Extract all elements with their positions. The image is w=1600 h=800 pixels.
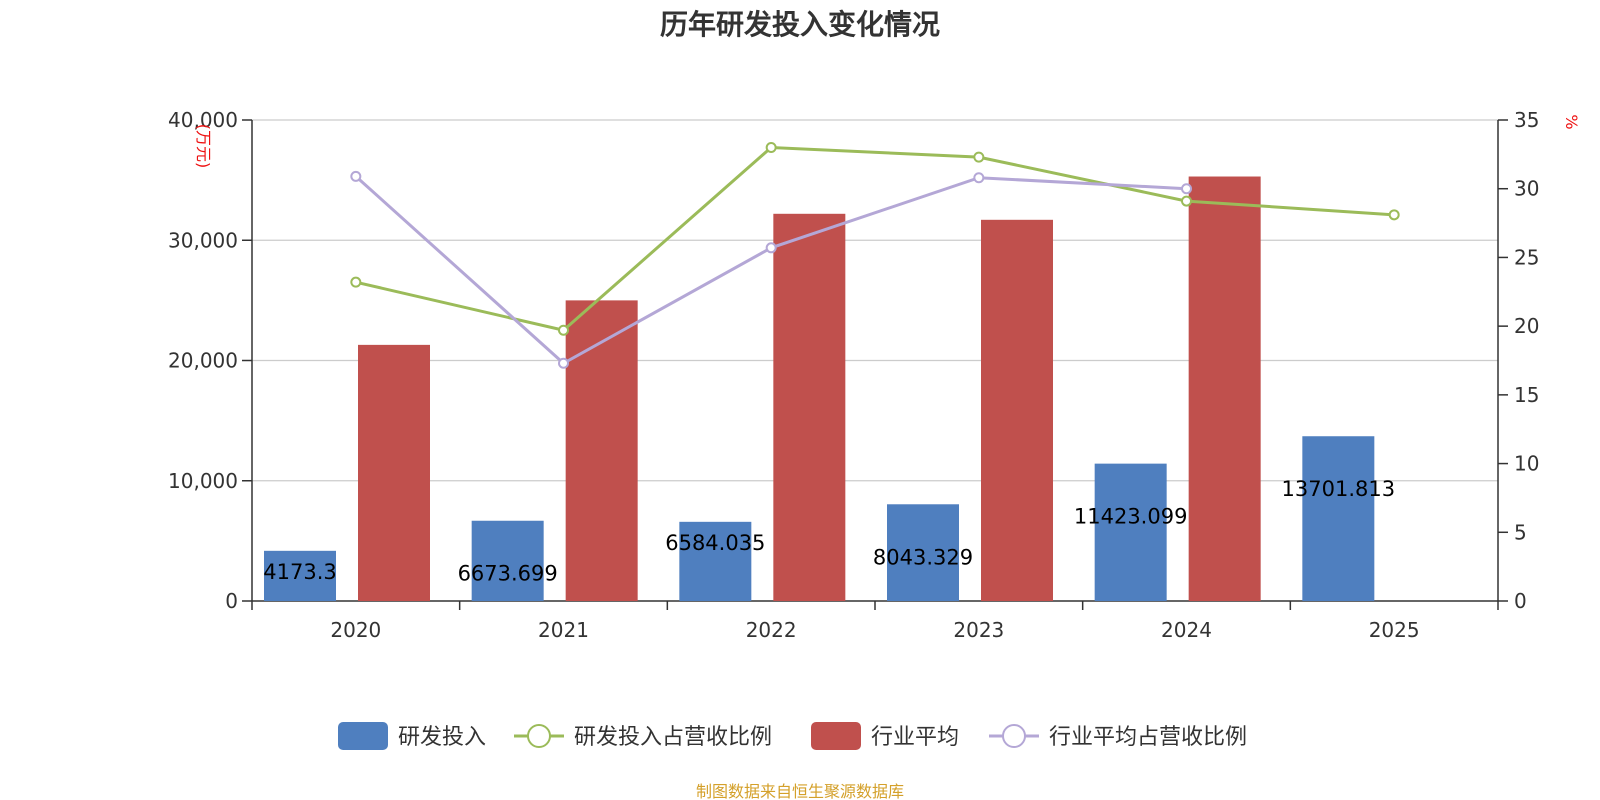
legend-label: 研发投入占营收比例: [574, 725, 772, 750]
chart-title: 历年研发投入变化情况: [660, 8, 940, 41]
legend-swatch: [811, 722, 861, 750]
right-axis-tick-label: 5: [1514, 520, 1527, 544]
right-axis-tick-label: 20: [1514, 314, 1539, 338]
industry-ratio-point: [765, 242, 777, 254]
bar-industry-average: [358, 344, 430, 601]
bar-rd-investment: [887, 504, 959, 601]
data-label: 4173.3: [263, 560, 336, 584]
right-axis-tick-label: 25: [1514, 245, 1539, 269]
data-label: 6584.035: [665, 531, 765, 555]
legend-label: 研发投入: [398, 725, 486, 750]
left-axis-tick-label: 30,000: [168, 228, 238, 252]
right-axis-tick-label: 0: [1514, 589, 1527, 613]
rd-ratio-point: [765, 141, 777, 153]
legend-swatch-marker: [1002, 724, 1026, 748]
x-axis-tick-label: 2020: [330, 618, 381, 642]
legend-swatch: [338, 722, 388, 750]
source-note: 制图数据来自恒生聚源数据库: [696, 782, 904, 800]
data-label: 11423.099: [1074, 505, 1188, 529]
x-axis-tick-label: 2025: [1369, 618, 1420, 642]
industry-ratio-point: [558, 357, 569, 369]
bar-rd-investment: [471, 520, 544, 601]
data-label: 8043.329: [873, 545, 973, 569]
legend-label: 行业平均占营收比例: [1049, 725, 1247, 750]
right-axis-unit: %: [1562, 114, 1581, 129]
x-axis-tick-label: 2023: [953, 618, 1004, 642]
bars: [264, 176, 1375, 602]
left-axis-unit: (万元): [194, 124, 213, 169]
rd-ratio-point: [1388, 209, 1400, 221]
axes: 010,00020,00030,00040,000051015202530352…: [168, 108, 1539, 642]
right-axis-tick-label: 30: [1514, 177, 1539, 201]
data-labels: 4173.3 6673.699 6584.035 8043.329 11423.099 1…: [263, 477, 1395, 586]
right-axis-tick-label: 10: [1514, 452, 1539, 476]
data-label: 13701.813: [1282, 477, 1396, 501]
right-axis-tick-label: 15: [1514, 383, 1539, 407]
bar-rd-investment: [1094, 463, 1167, 601]
left-axis-tick-label: 20,000: [168, 349, 238, 373]
rd-ratio-point: [1181, 195, 1192, 207]
x-axis-tick-label: 2024: [1161, 618, 1212, 642]
industry-ratio-point: [973, 172, 985, 184]
industry-ratio-point: [1181, 183, 1192, 195]
bar-rd-investment: [1302, 436, 1375, 601]
x-axis-tick-label: 2021: [538, 618, 589, 642]
right-axis-tick-label: 35: [1514, 108, 1539, 132]
rd-ratio-point: [350, 276, 362, 288]
legend-swatch-marker: [527, 724, 551, 748]
legend-label: 行业平均: [871, 725, 959, 750]
rd-ratio-line: [355, 145, 1395, 332]
legend: 研发投入 研发投入占营收比例 行业平均 行业平均占营收比例: [338, 722, 1247, 750]
bar-industry-average: [565, 300, 638, 601]
grid: [252, 119, 1498, 482]
left-axis-tick-label: 40,000: [168, 108, 238, 132]
rd-ratio-point: [973, 151, 985, 163]
rd-ratio-point: [558, 324, 569, 336]
industry-ratio-point: [350, 170, 362, 182]
left-axis-tick-label: 0: [225, 589, 238, 613]
bar-rd-investment: [679, 521, 752, 601]
left-axis-tick-label: 10,000: [168, 469, 238, 493]
bar-industry-average: [773, 213, 846, 602]
bar-rd-investment: [264, 550, 336, 601]
x-axis-tick-label: 2022: [746, 618, 797, 642]
data-label: 6673.699: [458, 562, 558, 586]
bar-industry-average: [981, 219, 1053, 601]
bar-industry-average: [1188, 176, 1261, 601]
industry-ratio-line: [354, 175, 1187, 366]
lines: [350, 141, 1400, 369]
